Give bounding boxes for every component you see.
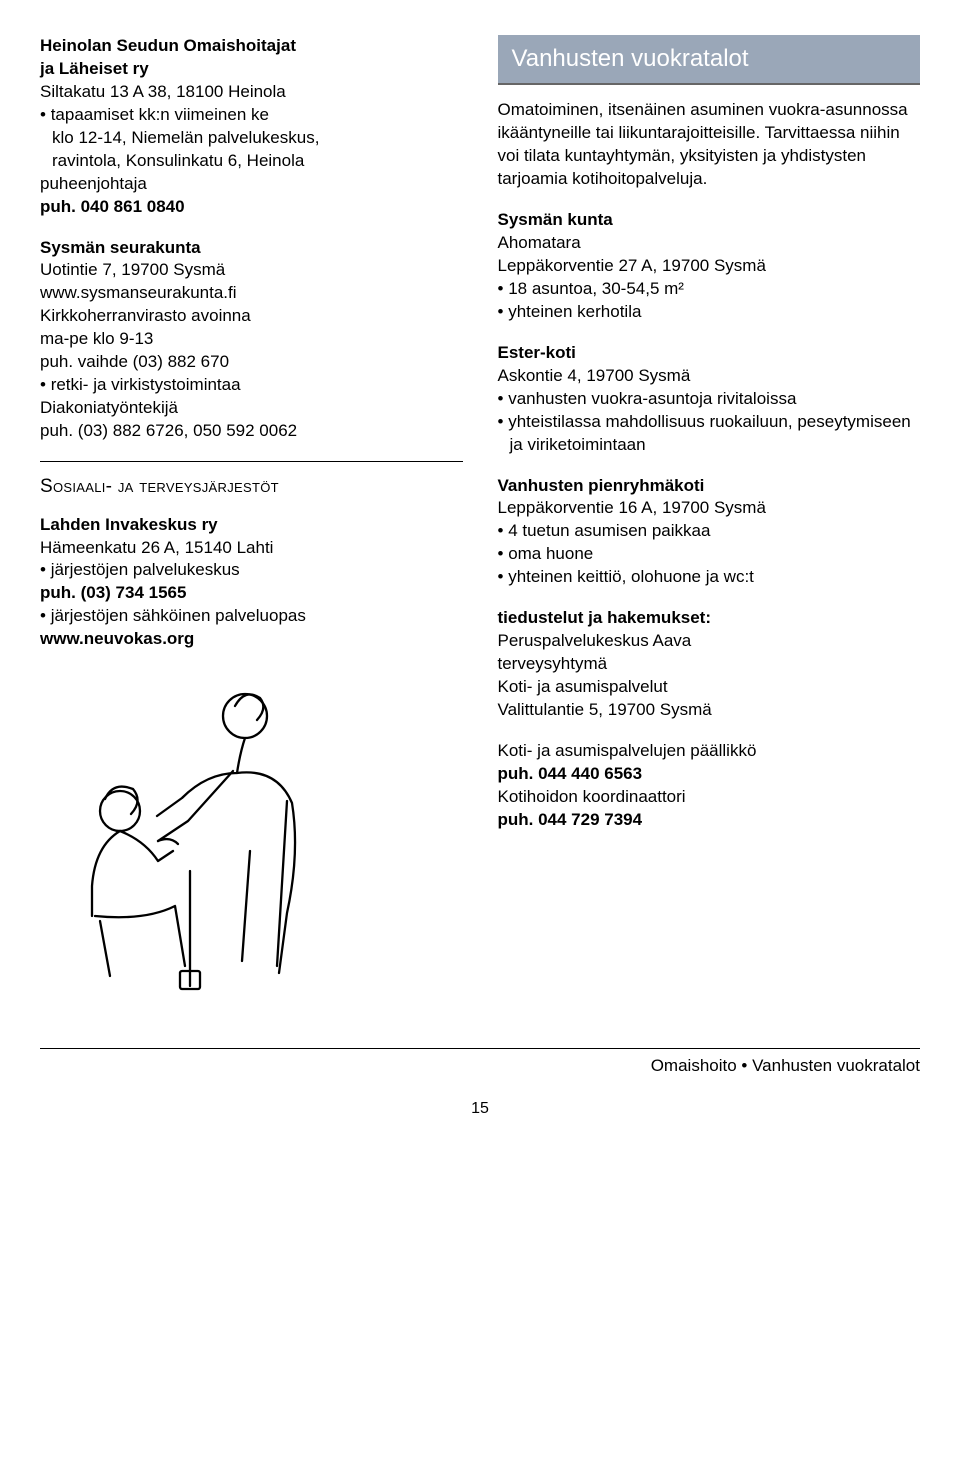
bullet: yhteistilassa mahdollisuus ruokailuun, p…	[498, 411, 921, 457]
bullet: tapaamiset kk:n viimeinen ke klo 12-14, …	[40, 104, 463, 173]
section-sysma-kunta: Sysmän kunta Ahomatara Leppäkorventie 27…	[498, 209, 921, 324]
line: Kirkkoherranvirasto avoinna	[40, 305, 463, 328]
line: Peruspalvelukeskus Aava	[498, 630, 921, 653]
bullet: 4 tuetun asumisen paikkaa	[498, 520, 921, 543]
website: www.neuvokas.org	[40, 628, 463, 651]
bullet: yhteinen kerhotila	[498, 301, 921, 324]
divider	[40, 461, 463, 462]
address: Siltakatu 13 A 38, 18100 Heinola	[40, 81, 463, 104]
line: Valittulantie 5, 19700 Sysmä	[498, 699, 921, 722]
subheading: Ahomatara	[498, 232, 921, 255]
bullet: järjestöjen sähköinen palveluopas	[40, 605, 463, 628]
org-invakeskus: Lahden Invakeskus ry Hämeenkatu 26 A, 15…	[40, 514, 463, 652]
line: Diakoniatyöntekijä	[40, 397, 463, 420]
phone: puh. 044 729 7394	[498, 809, 921, 832]
org-name: Heinolan Seudun Omaishoitajat	[40, 35, 463, 58]
phone: puh. 040 861 0840	[40, 196, 463, 219]
org-name: Lahden Invakeskus ry	[40, 514, 463, 537]
phone: puh. (03) 734 1565	[40, 582, 463, 605]
line: puh. vaihde (03) 882 670	[40, 351, 463, 374]
bullet: oma huone	[498, 543, 921, 566]
section-pienryhmakoti: Vanhusten pienryhmäkoti Leppäkorventie 1…	[498, 475, 921, 590]
intro-text: Omatoiminen, itsenäinen asuminen vuokra-…	[498, 99, 921, 191]
bullet: 18 asuntoa, 30-54,5 m²	[498, 278, 921, 301]
website: www.sysmanseurakunta.fi	[40, 282, 463, 305]
phone: puh. 044 440 6563	[498, 763, 921, 786]
bullet: järjestöjen palvelukeskus	[40, 559, 463, 582]
illustration-caregiver	[50, 671, 463, 1008]
line: ma-pe klo 9-13	[40, 328, 463, 351]
org-sysma-seurakunta: Sysmän seurakunta Uotintie 7, 19700 Sysm…	[40, 237, 463, 443]
heading: Ester-koti	[498, 342, 921, 365]
heading: Vanhusten pienryhmäkoti	[498, 475, 921, 498]
address: Hämeenkatu 26 A, 15140 Lahti	[40, 537, 463, 560]
heading: tiedustelut ja hakemukset:	[498, 607, 921, 630]
page-footer: Omaishoito • Vanhusten vuokratalot	[40, 1048, 920, 1078]
left-column: Heinolan Seudun Omaishoitajat ja Läheise…	[40, 35, 463, 1008]
address: Uotintie 7, 19700 Sysmä	[40, 259, 463, 282]
heading: Sysmän kunta	[498, 209, 921, 232]
bullet: retki- ja virkistystoimintaa	[40, 374, 463, 397]
line: puh. (03) 882 6726, 050 592 0062	[40, 420, 463, 443]
line: terveysyhtymä	[498, 653, 921, 676]
address: Askontie 4, 19700 Sysmä	[498, 365, 921, 388]
address: Leppäkorventie 27 A, 19700 Sysmä	[498, 255, 921, 278]
org-name-line2: ja Läheiset ry	[40, 58, 463, 81]
two-column-layout: Heinolan Seudun Omaishoitajat ja Läheise…	[40, 35, 920, 1008]
line: Koti- ja asumispalvelut	[498, 676, 921, 699]
page-number: 15	[40, 1098, 920, 1120]
bullet: vanhusten vuokra-asuntoja rivitaloissa	[498, 388, 921, 411]
org-name: Sysmän seurakunta	[40, 237, 463, 260]
address: Leppäkorventie 16 A, 19700 Sysmä	[498, 497, 921, 520]
line: Kotihoidon koordinaattori	[498, 786, 921, 809]
section-contacts: Koti- ja asumispalvelujen päällikkö puh.…	[498, 740, 921, 832]
bullet: yhteinen keittiö, olohuone ja wc:t	[498, 566, 921, 589]
section-heading: Sosiaali- ja terveysjärjestöt	[40, 474, 463, 500]
org-heinola: Heinolan Seudun Omaishoitajat ja Läheise…	[40, 35, 463, 219]
section-ester-koti: Ester-koti Askontie 4, 19700 Sysmä vanhu…	[498, 342, 921, 457]
box-title: Vanhusten vuokratalot	[498, 35, 921, 85]
chair-label: puheenjohtaja	[40, 173, 463, 196]
right-column: Vanhusten vuokratalot Omatoiminen, itsen…	[498, 35, 921, 1008]
line: Koti- ja asumispalvelujen päällikkö	[498, 740, 921, 763]
section-tiedustelut: tiedustelut ja hakemukset: Peruspalveluk…	[498, 607, 921, 722]
